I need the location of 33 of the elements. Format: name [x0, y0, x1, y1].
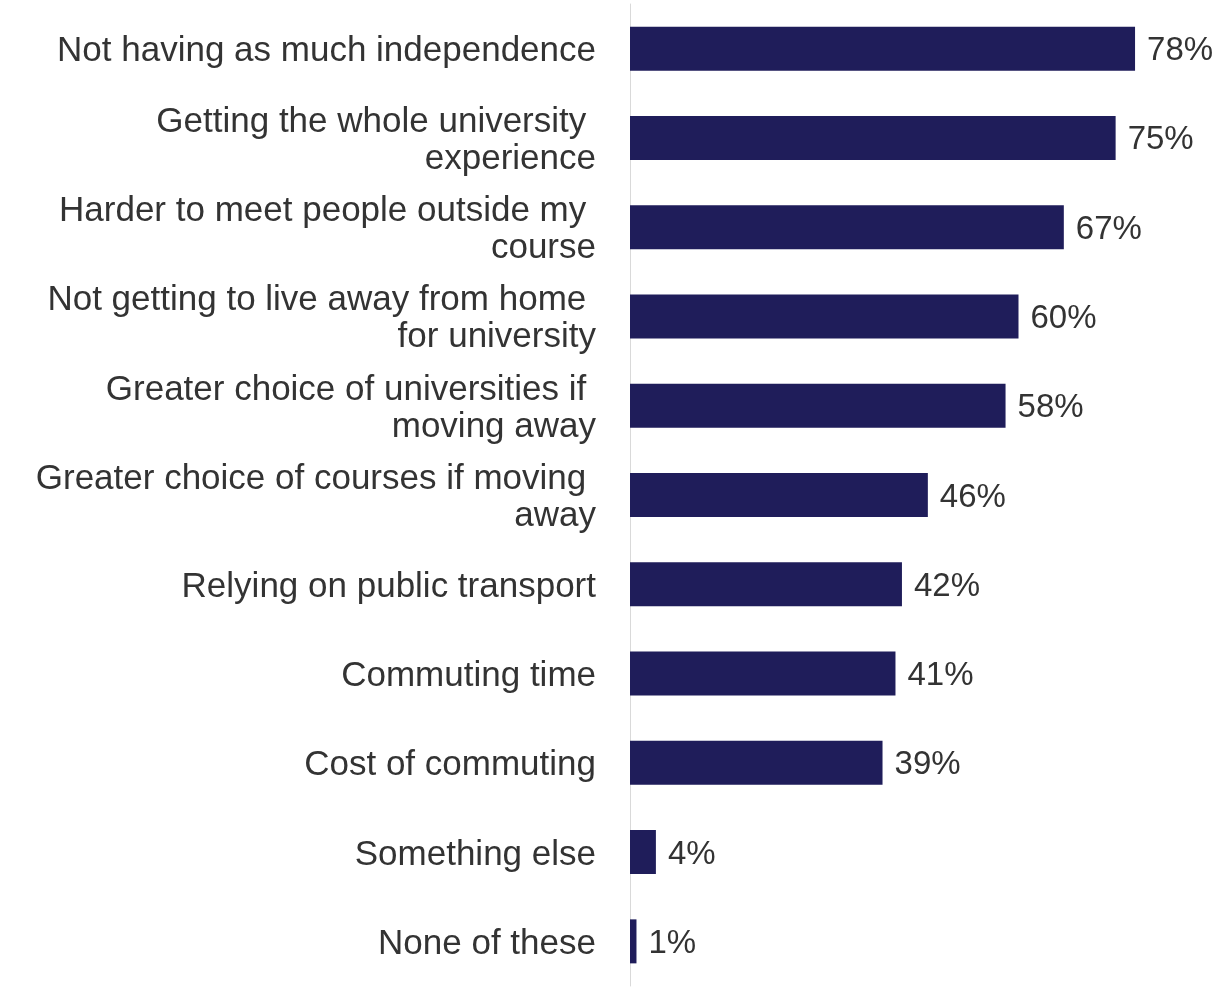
data-label: 60%: [1030, 297, 1097, 335]
bar: [630, 26, 1136, 71]
y-tick-label: Not getting to live away from home for university: [47, 278, 597, 355]
bar: [630, 651, 896, 696]
y-tick-label: Getting the whole university experience: [156, 99, 596, 176]
data-label: 46%: [939, 476, 1006, 514]
data-label: 67%: [1075, 208, 1142, 246]
bar: [630, 473, 928, 517]
data-label: 4%: [667, 833, 716, 871]
y-tick-label: Cost of commuting: [304, 743, 596, 783]
y-tick-label: Relying on public transport: [181, 564, 597, 604]
data-label: 41%: [907, 655, 974, 693]
y-tick-label: Greater choice of universities if moving away: [105, 367, 597, 444]
bar: [630, 919, 637, 964]
bar: [630, 383, 1006, 428]
y-tick-label: Something else: [354, 832, 596, 872]
data-label: 75%: [1127, 119, 1194, 157]
y-tick-label: Commuting time: [341, 654, 596, 694]
y-tick-label: Greater choice of courses if moving away: [35, 457, 597, 533]
bar: [630, 115, 1116, 160]
y-tick-label: Not having as much independence: [57, 29, 596, 69]
data-label: 42%: [913, 565, 981, 603]
y-tick-label: Harder to meet people outside my course: [59, 189, 596, 266]
data-label: 58%: [1017, 387, 1084, 425]
y-tick-label: None of these: [378, 921, 596, 961]
data-label: 1%: [648, 922, 697, 960]
bar: [630, 740, 883, 785]
bar: [630, 294, 1019, 339]
bar: [630, 562, 902, 607]
bar: [630, 830, 656, 875]
data-label: 39%: [894, 744, 961, 782]
bar: [630, 205, 1064, 250]
data-label: 78%: [1147, 30, 1214, 68]
